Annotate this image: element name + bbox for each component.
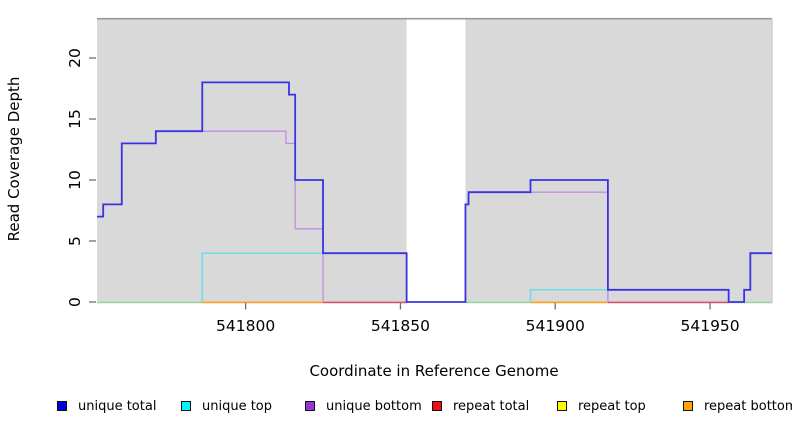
x-axis-label: Coordinate in Reference Genome <box>309 362 559 380</box>
y-tick-label: 10 <box>66 170 84 190</box>
masked-region <box>406 19 466 304</box>
y-tick-label: 5 <box>66 236 84 246</box>
x-tick-label: 541900 <box>526 317 585 335</box>
y-tick-label: 20 <box>66 48 84 68</box>
series-line-unique-total <box>97 81 772 303</box>
x-tick-label: 541850 <box>371 317 430 335</box>
y-tick-label: 15 <box>66 109 84 129</box>
y-tick-label: 0 <box>66 297 84 307</box>
x-tick-label: 541800 <box>216 317 275 335</box>
x-tick-label: 541950 <box>680 317 739 335</box>
y-axis-label: Read Coverage Depth <box>5 76 23 242</box>
